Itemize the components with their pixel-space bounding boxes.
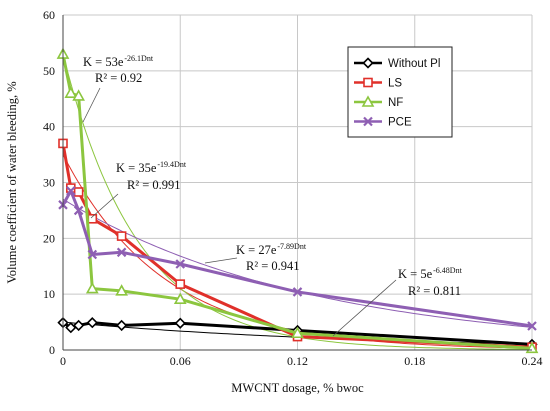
- data-point: [115, 284, 128, 296]
- fit-annotations: K = 5e -6.48Dnt R² = 0.811 K = 35e -19.4Dnt R…: [82, 54, 463, 337]
- x-axis-title: MWCNT dosage, % bwoc: [231, 381, 364, 395]
- y-tick-label: 50: [43, 64, 55, 78]
- y-tick-label: 60: [43, 8, 55, 22]
- data-point: [173, 292, 187, 304]
- fit-exponent: -6.48Dnt: [433, 266, 462, 275]
- legend-label: Without Pl: [388, 58, 440, 70]
- data-point: [87, 249, 98, 260]
- x-tick-label: 0.12: [287, 354, 308, 368]
- data-point: [73, 205, 84, 216]
- y-tick-label: 10: [43, 287, 55, 301]
- y-axis-title: Volume coefficient of water bleeding, %: [5, 81, 19, 283]
- data-point: [174, 317, 186, 329]
- fit-equation: K = 35e: [116, 161, 157, 175]
- data-point: [85, 281, 99, 294]
- axes: [62, 15, 532, 351]
- annotation-without-pl: K = 5e -6.48Dnt R² = 0.811: [332, 266, 463, 337]
- x-tick-label: 0.18: [404, 354, 425, 368]
- legend-label: NF: [388, 97, 403, 109]
- data-point: [87, 213, 98, 224]
- x-tick-label: 0.24: [522, 354, 543, 368]
- legend-label: PCE: [388, 117, 412, 129]
- fit-exponent: -26.1Dnt: [124, 54, 153, 63]
- grid: [63, 14, 533, 350]
- y-tick-label: 0: [49, 343, 55, 357]
- data-point: [291, 326, 304, 339]
- data-series: [56, 47, 539, 354]
- legend-item-nf: NF: [354, 95, 403, 109]
- legend-item-ls: LS: [354, 78, 402, 90]
- annotation-leader: [90, 193, 119, 219]
- annotation-leader: [204, 257, 238, 264]
- data-point: [64, 86, 78, 98]
- data-point: [72, 89, 85, 101]
- annotation-leader: [82, 87, 101, 123]
- fit-r-squared: R² = 0.92: [95, 71, 142, 85]
- data-point: [292, 287, 303, 297]
- legend-label: LS: [388, 78, 402, 90]
- series-line: [61, 189, 533, 328]
- annotation-leader: [332, 279, 397, 337]
- data-point: [175, 259, 186, 269]
- data-point: [115, 319, 128, 332]
- fit-exponent: -19.4Dnt: [157, 160, 186, 169]
- legend-marker: [363, 77, 373, 88]
- y-tick-label: 40: [43, 120, 55, 134]
- x-tick-label: 0: [60, 354, 66, 368]
- legend: Without Pl LS NF PCE: [347, 46, 453, 138]
- legend-marker: [363, 116, 373, 127]
- fit-equation: K = 5e: [398, 267, 433, 281]
- data-point: [527, 321, 537, 331]
- fit-equation: K = 53e: [83, 55, 124, 69]
- legend-item-pce: PCE: [354, 117, 412, 129]
- data-point: [73, 319, 85, 332]
- data-point: [73, 187, 84, 197]
- series-nf: [56, 47, 539, 354]
- fit-r-squared: R² = 0.941: [246, 259, 300, 273]
- annotation-nf: K = 53e -26.1Dnt R² = 0.92: [82, 54, 154, 123]
- fit-r-squared: R² = 0.991: [127, 178, 181, 192]
- annotation-pce: K = 27e -7.89Dnt R² = 0.941: [204, 242, 307, 273]
- data-point: [175, 279, 186, 289]
- series-pce: [58, 186, 537, 331]
- data-point: [116, 231, 127, 241]
- x-tick-label: 0.06: [170, 354, 191, 368]
- legend-item-without-pl: Without Pl: [354, 57, 440, 70]
- data-point: [66, 186, 76, 196]
- tick-labels: 0 10 20 30 40 50 60 0 0.06 0.12 0.18 0.24: [43, 8, 543, 368]
- data-point: [116, 247, 127, 258]
- fit-equation: K = 27e: [236, 243, 277, 257]
- fit-r-squared: R² = 0.811: [408, 284, 461, 298]
- data-point: [86, 317, 98, 329]
- axis-titles: MWCNT dosage, % bwoc Volume coefficient …: [5, 81, 364, 395]
- y-tick-label: 30: [43, 176, 55, 190]
- legend-marker: [362, 57, 374, 69]
- y-tick-label: 20: [43, 231, 55, 245]
- legend-marker: [361, 95, 375, 107]
- annotation-ls: K = 35e -19.4Dnt R² = 0.991: [90, 160, 187, 219]
- fit-exponent: -7.89Dnt: [277, 242, 306, 251]
